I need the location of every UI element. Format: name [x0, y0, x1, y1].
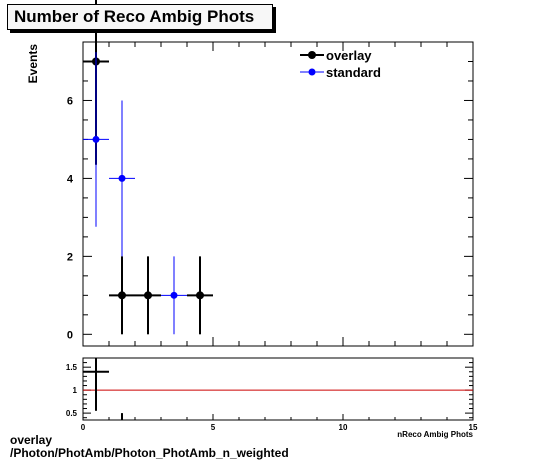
main-plot-axes: 0 2 4 6 Events [26, 42, 474, 346]
y-tick-label: 0 [67, 329, 73, 341]
x-tick-label: 5 [211, 423, 216, 432]
legend-entry-overlay: overlay [300, 48, 372, 63]
chart-title: Number of Reco Ambig Phots [14, 7, 255, 26]
data-point-overlay [187, 256, 213, 335]
ratio-y-tick-label: 0.5 [66, 409, 78, 418]
data-marker [92, 135, 100, 143]
legend-label: standard [326, 65, 381, 80]
x-axis-label: nReco Ambig Phots [397, 430, 473, 439]
legend-label: overlay [326, 48, 372, 63]
title-box: Number of Reco Ambig Phots [7, 4, 273, 30]
main-plot-frame [82, 41, 474, 347]
data-marker [118, 291, 126, 300]
footer-label: overlay [10, 433, 53, 447]
legend-marker [308, 68, 316, 76]
main-plot-marks [83, 0, 213, 335]
ratio-y-tick-label: 1 [73, 386, 78, 395]
legend: overlay standard [300, 48, 381, 80]
data-marker [170, 291, 178, 299]
data-point-overlay [109, 256, 135, 335]
legend-entry-standard: standard [300, 65, 381, 80]
data-point-standard [83, 52, 109, 227]
data-point-standard [109, 100, 135, 257]
y-tick-label: 6 [67, 95, 73, 107]
footer-path: /Photon/PhotAmb/Photon_PhotAmb_n_weighte… [10, 446, 289, 460]
ratio-point [83, 358, 109, 411]
data-marker [144, 291, 152, 300]
y-tick-label: 2 [67, 251, 73, 263]
x-tick-label: 15 [469, 423, 478, 432]
x-tick-label: 10 [339, 423, 348, 432]
x-tick-label: 0 [81, 423, 86, 432]
data-point-overlay [135, 256, 161, 335]
data-point-standard [161, 256, 187, 335]
y-axis-label: Events [26, 44, 40, 84]
y-tick-label: 4 [67, 173, 74, 185]
ratio-y-tick-label: 1.5 [66, 363, 78, 372]
ratio-plot-frame [82, 357, 474, 421]
data-marker [196, 291, 204, 300]
ratio-plot-marks [83, 358, 473, 420]
legend-marker [308, 51, 316, 59]
data-marker [118, 174, 126, 182]
